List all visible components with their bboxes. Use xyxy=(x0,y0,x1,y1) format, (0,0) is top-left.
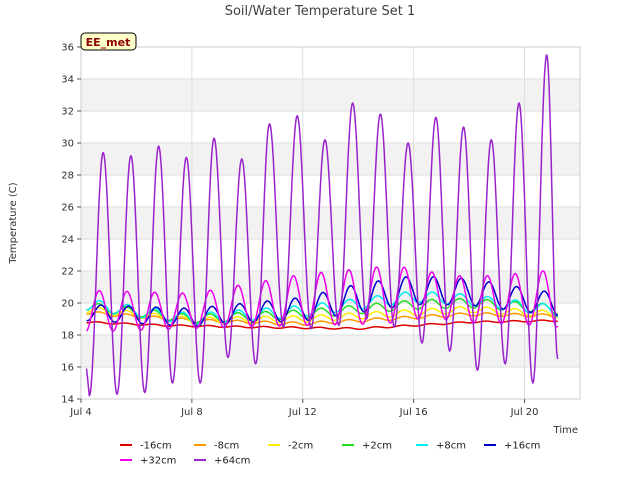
legend-label: +2cm xyxy=(362,441,392,452)
legend: -16cm -8cm -2cm +2cm +8cm +16cm +32cm +64cm xyxy=(120,441,540,467)
y-tick-label: 24 xyxy=(61,235,74,246)
y-tick-label: 22 xyxy=(61,267,74,278)
y-tick-label: 34 xyxy=(61,75,74,86)
legend-label: -8cm xyxy=(214,441,239,452)
band-32 xyxy=(81,79,580,111)
band-28 xyxy=(81,143,580,175)
band-30 xyxy=(81,111,580,143)
series-lines xyxy=(85,54,559,397)
legend-label: -2cm xyxy=(288,441,313,452)
y-tick-label: 32 xyxy=(61,107,74,118)
band-14 xyxy=(81,367,580,399)
y-tick-label: 14 xyxy=(61,395,74,406)
series-line-+64cm xyxy=(85,54,559,397)
badge-box xyxy=(80,32,137,51)
y-tick-label: 28 xyxy=(61,171,74,182)
legend-label: +16cm xyxy=(504,441,540,452)
y-tick-label: 30 xyxy=(61,139,74,150)
x-tick-label: Jul 20 xyxy=(510,407,539,418)
x-tick-label: Jul 8 xyxy=(180,407,203,418)
legend-label: +64cm xyxy=(214,456,250,467)
legend-label: +8cm xyxy=(436,441,466,452)
legend-label: -16cm xyxy=(140,441,172,452)
band-22 xyxy=(81,239,580,271)
plot-frame xyxy=(80,46,581,400)
badge-label: EE_met xyxy=(86,36,131,49)
legend-label: +32cm xyxy=(140,456,176,467)
plot-background xyxy=(81,47,580,399)
y-tick-label: 26 xyxy=(61,203,74,214)
x-tick-label: Jul 4 xyxy=(69,407,92,418)
y-axis: 14 16 18 20 22 24 26 28 30 32 34 36 xyxy=(61,43,81,406)
series-line-+32cm xyxy=(85,266,559,332)
chart-title: Soil/Water Temperature Set 1 xyxy=(225,4,416,19)
y-axis-label: Temperature (C) xyxy=(8,182,19,264)
y-tick-label: 16 xyxy=(61,363,74,374)
x-axis-label: Time xyxy=(553,425,578,436)
x-axis: Jul 4 Jul 8 Jul 12 Jul 16 Jul 20 xyxy=(69,399,539,418)
y-tick-label: 18 xyxy=(61,331,74,342)
x-tick-label: Jul 12 xyxy=(288,407,317,418)
y-tick-label: 36 xyxy=(61,43,74,54)
y-tick-label: 20 xyxy=(61,299,74,310)
band-34 xyxy=(81,47,580,79)
band-16 xyxy=(81,335,580,367)
series-line-+16cm xyxy=(86,276,559,327)
station-badge: EE_met xyxy=(80,32,137,51)
x-tick-label: Jul 16 xyxy=(399,407,428,418)
band-20 xyxy=(81,271,580,303)
